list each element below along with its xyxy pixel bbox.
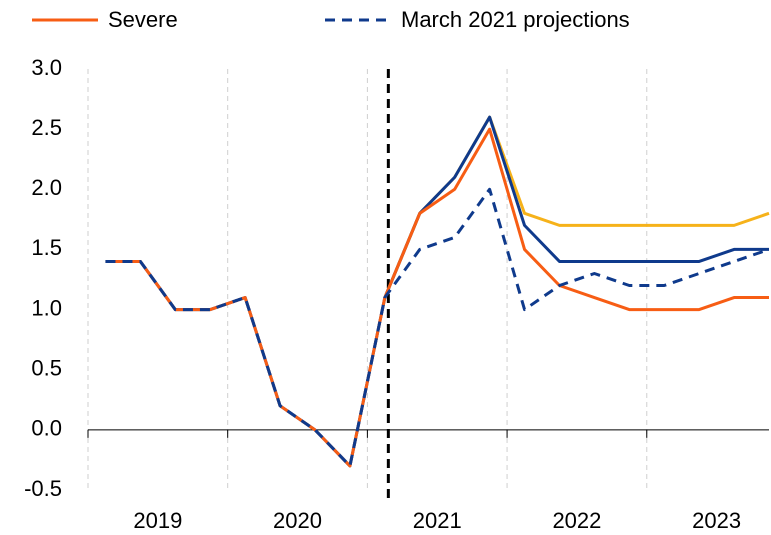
- series-line: [105, 127, 769, 468]
- x-tick-label: 2021: [413, 508, 462, 533]
- y-tick-label: 0.0: [31, 416, 62, 441]
- x-tick-label: 2020: [273, 508, 322, 533]
- y-tick-label: 1.0: [31, 295, 62, 320]
- y-tick-label: 3.0: [31, 55, 62, 80]
- x-tick-label: 2023: [692, 508, 741, 533]
- series-line: [105, 115, 769, 468]
- y-tick-label: -0.5: [24, 476, 62, 501]
- y-tick-label: 2.5: [31, 115, 62, 140]
- series-line: [105, 187, 770, 468]
- y-tick-label: 1.5: [31, 235, 62, 260]
- legend-label: March 2021 projections: [401, 7, 630, 32]
- y-tick-label: 0.5: [31, 356, 62, 381]
- x-tick-label: 2019: [133, 508, 182, 533]
- legend-label: Severe: [108, 7, 178, 32]
- y-tick-label: 2.0: [31, 175, 62, 200]
- x-tick-label: 2022: [552, 508, 601, 533]
